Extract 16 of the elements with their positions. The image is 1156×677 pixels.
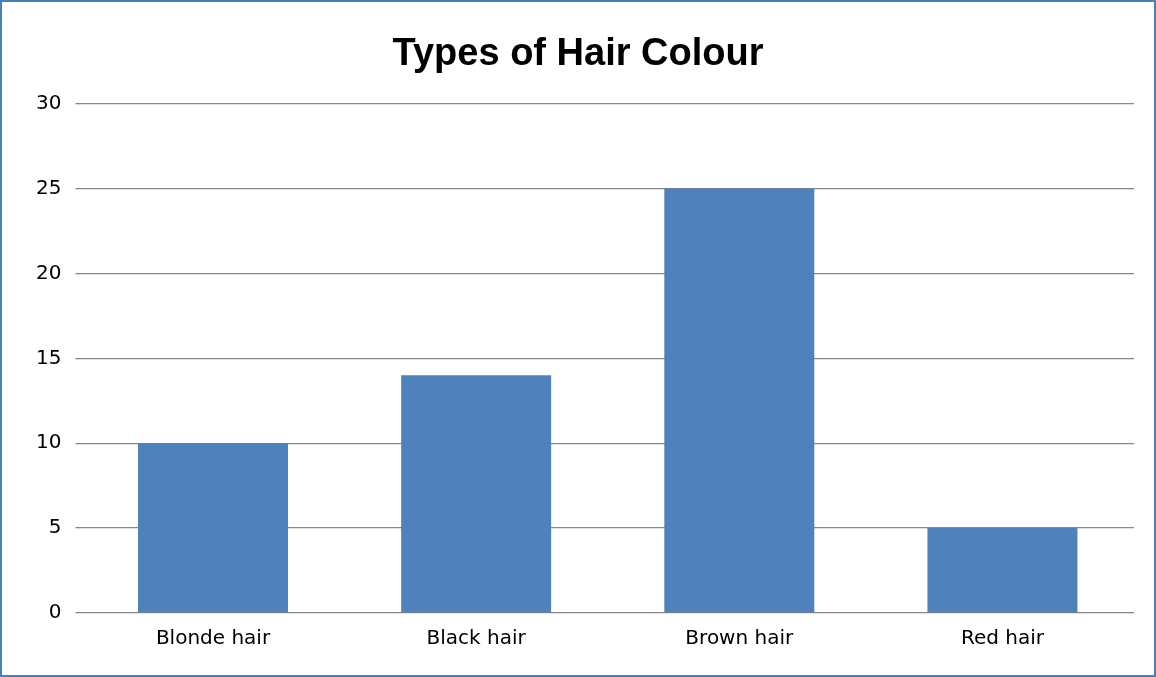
y-tick-label: 10	[36, 429, 62, 454]
bar	[664, 188, 815, 613]
bar	[401, 375, 552, 613]
y-tick-label: 15	[36, 344, 62, 369]
bar	[138, 443, 289, 613]
y-tick-label: 25	[36, 174, 62, 199]
x-tick-label: Blonde hair	[155, 625, 271, 650]
x-tick-label: Brown hair	[685, 625, 794, 650]
chart-title: Types of Hair Colour	[392, 31, 764, 74]
y-tick-label: 20	[36, 259, 62, 284]
x-tick-label: Black hair	[426, 625, 527, 650]
y-tick-label: 0	[48, 599, 62, 624]
bar	[927, 528, 1078, 613]
x-tick-label: Red hair	[960, 625, 1045, 650]
y-tick-label: 30	[36, 89, 62, 114]
y-tick-label: 5	[48, 514, 62, 539]
